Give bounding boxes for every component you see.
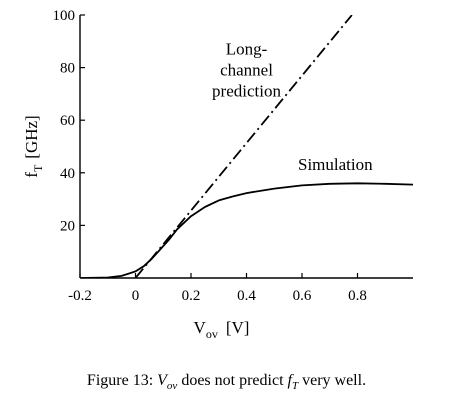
annotation-long-channel-prediction: channel [220, 60, 273, 79]
y-tick-label: 80 [60, 61, 75, 77]
caption-var-f-sub: T [291, 380, 299, 393]
y-tick-label: 40 [60, 166, 75, 182]
annotation-long-channel-prediction: Long- [226, 39, 268, 58]
caption-var-v-sub: ov [166, 380, 178, 393]
y-tick-label: 20 [60, 218, 75, 234]
caption-var-v: V [157, 372, 167, 389]
x-tick-label: 0 [132, 288, 140, 304]
series-long-channel-prediction [134, 15, 353, 278]
y-tick-label: 60 [60, 113, 75, 129]
x-tick-label: 0.2 [182, 288, 201, 304]
series-simulation [80, 182, 413, 278]
line-chart: -0.2 0 0.2 0.4 0.6 0.8 20 40 60 80 100 Vov [V] fT[GHz… [22, 8, 413, 341]
y-axis-label: fT[GHz] [22, 115, 45, 177]
caption-middle: does not predict [181, 372, 284, 389]
x-tick-label: 0.6 [293, 288, 312, 304]
figure-caption: Figure 13: Vov does not predict fT very … [0, 372, 453, 392]
caption-suffix: very well. [302, 372, 367, 389]
annotation-long-channel-prediction: prediction [212, 81, 281, 100]
x-tick-label: 0.8 [348, 288, 367, 304]
y-tick-label: 100 [53, 8, 76, 24]
caption-prefix: Figure 13: [86, 372, 154, 389]
caption-var-f: f [287, 372, 292, 389]
x-tick-label: 0.4 [237, 288, 256, 304]
annotation-simulation: Simulation [298, 155, 373, 174]
x-tick-label: -0.2 [68, 288, 92, 304]
x-axis-label: Vov [V] [194, 318, 250, 341]
